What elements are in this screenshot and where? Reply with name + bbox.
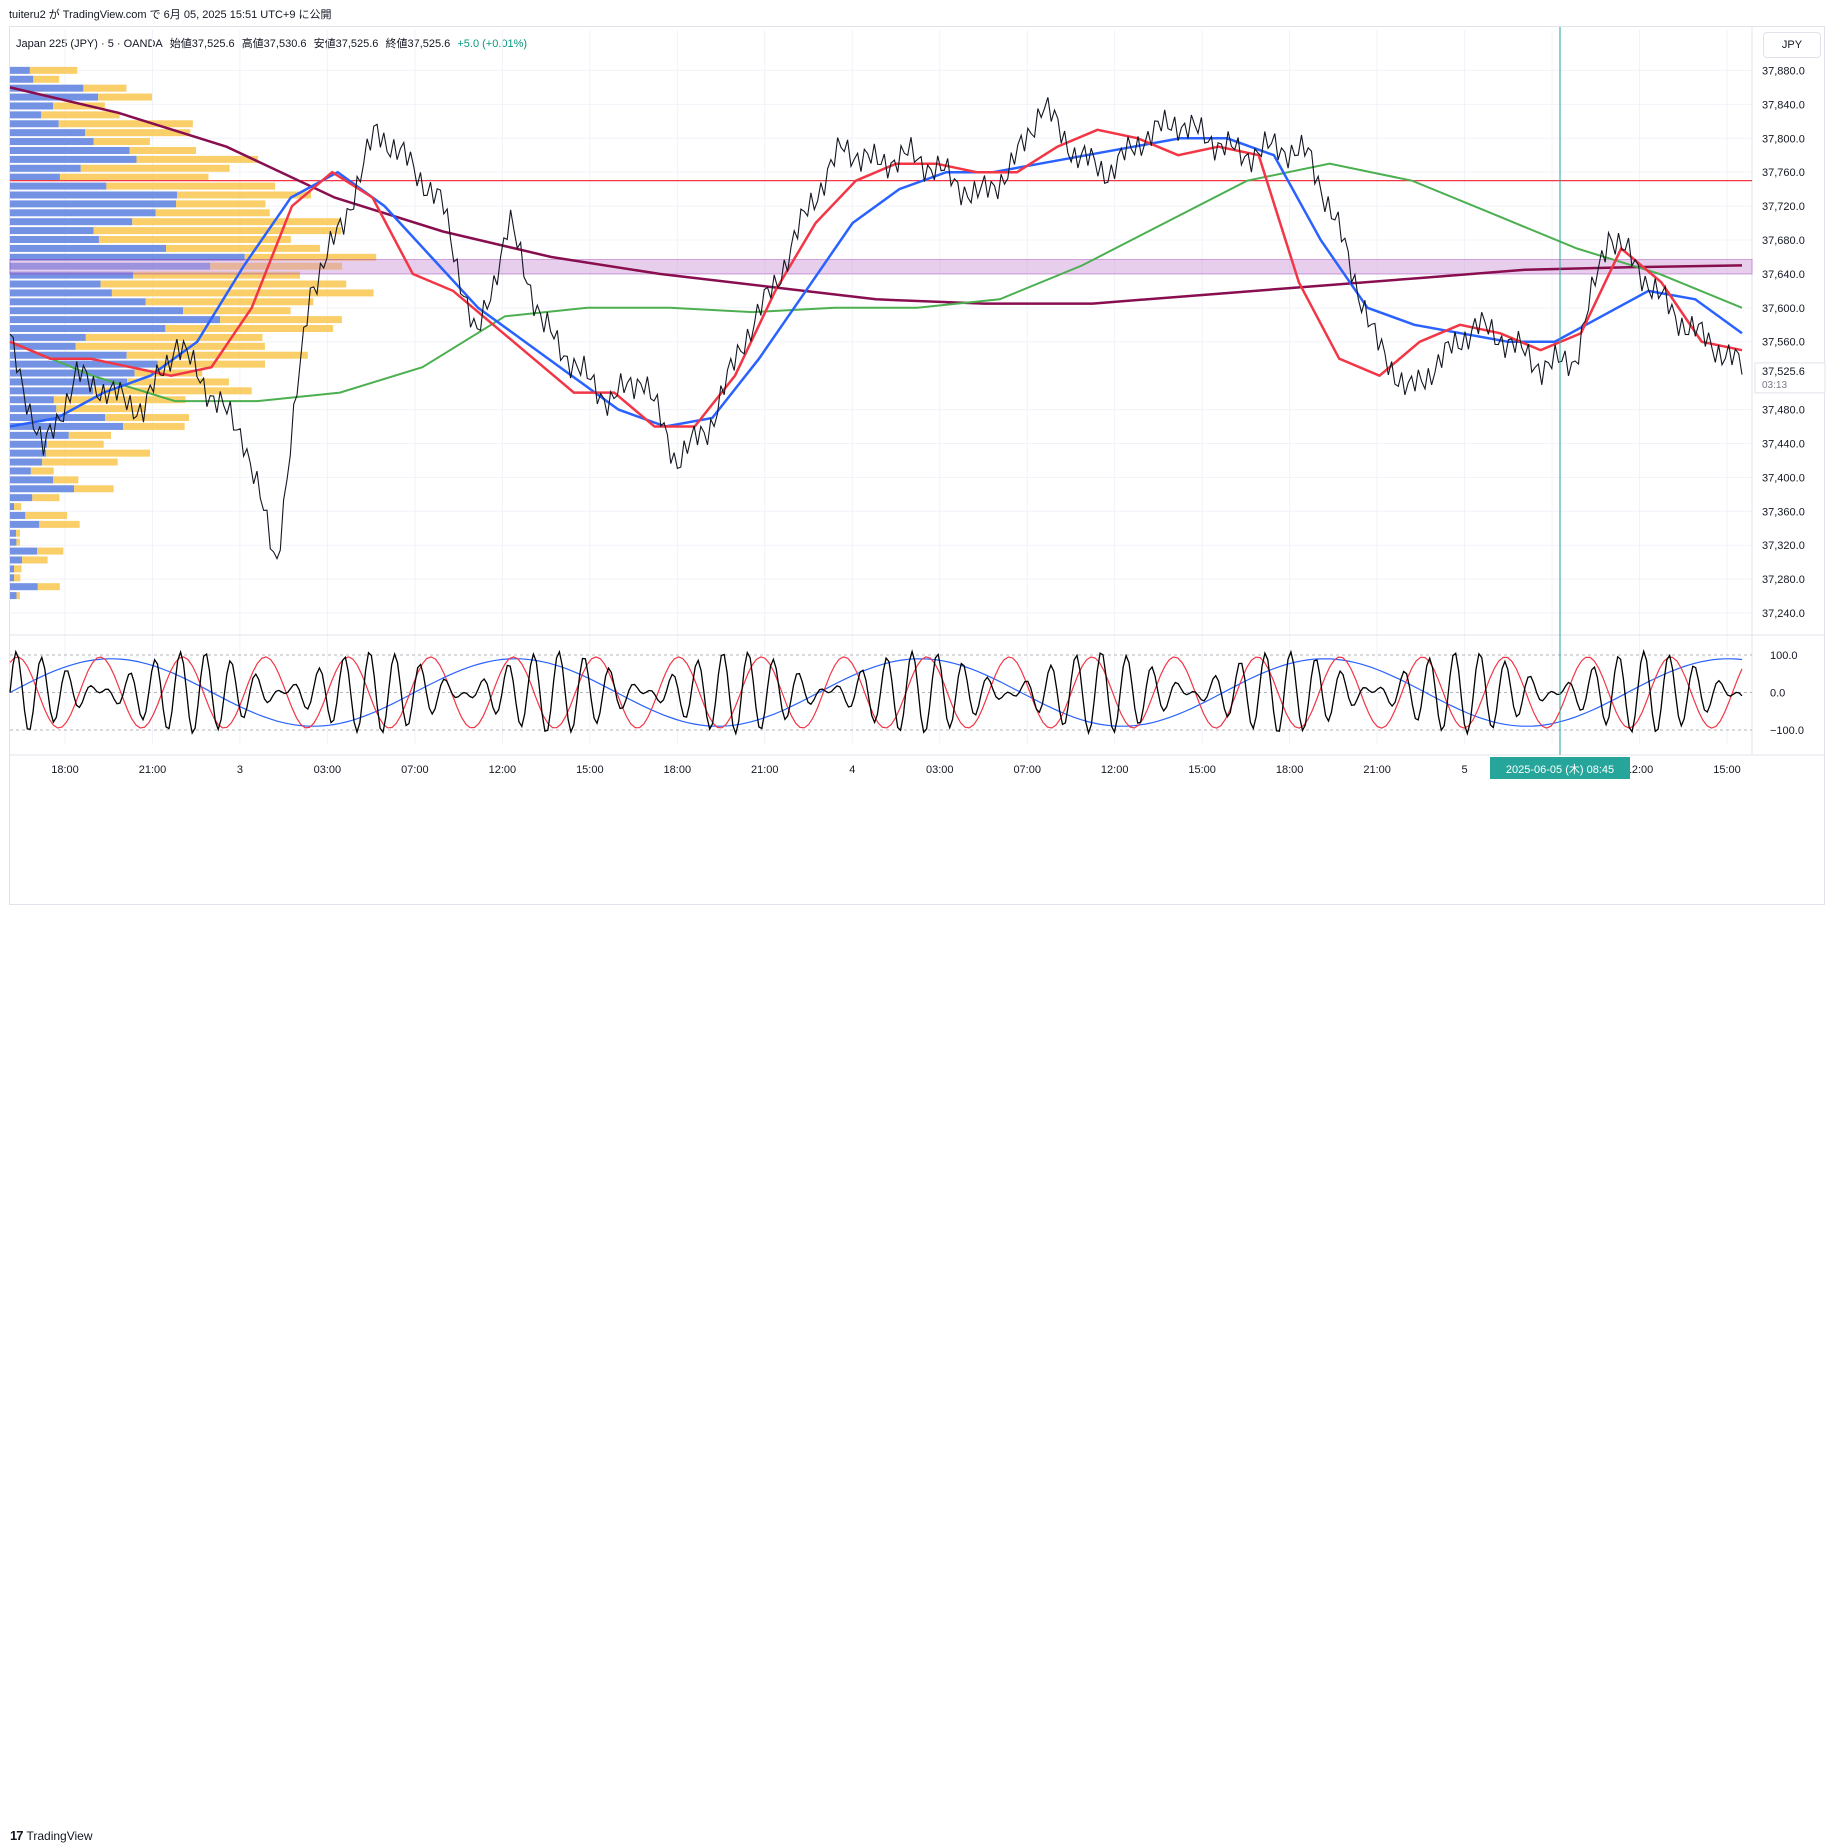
currency-button[interactable]: JPY — [1763, 32, 1821, 58]
change-value: +5.0 (+0.01%) — [457, 38, 528, 50]
symbol-name[interactable]: Japan 225 (JPY) · 5 · OANDA — [16, 38, 163, 50]
high-value: 高値37,530.6 — [241, 38, 307, 50]
open-value: 始値37,525.6 — [169, 38, 235, 50]
symbol-legend[interactable]: Japan 225 (JPY) · 5 · OANDA 始値37,525.6 高… — [16, 35, 531, 51]
tradingview-logo-text: TradingView — [26, 1828, 93, 1843]
tradingview-logo-icon: 17 — [10, 1828, 24, 1843]
tradingview-logo[interactable]: 17 TradingView — [10, 1828, 93, 1843]
chart-frame[interactable] — [9, 26, 1825, 905]
close-value: 終値37,525.6 — [385, 38, 451, 50]
footer: 17 TradingView — [0, 912, 1835, 1843]
publish-header: tuiteru2 が TradingView.com で 6月 05, 2025… — [0, 0, 1835, 24]
publish-info: tuiteru2 が TradingView.com で 6月 05, 2025… — [9, 9, 332, 21]
low-value: 安値37,525.6 — [313, 38, 379, 50]
